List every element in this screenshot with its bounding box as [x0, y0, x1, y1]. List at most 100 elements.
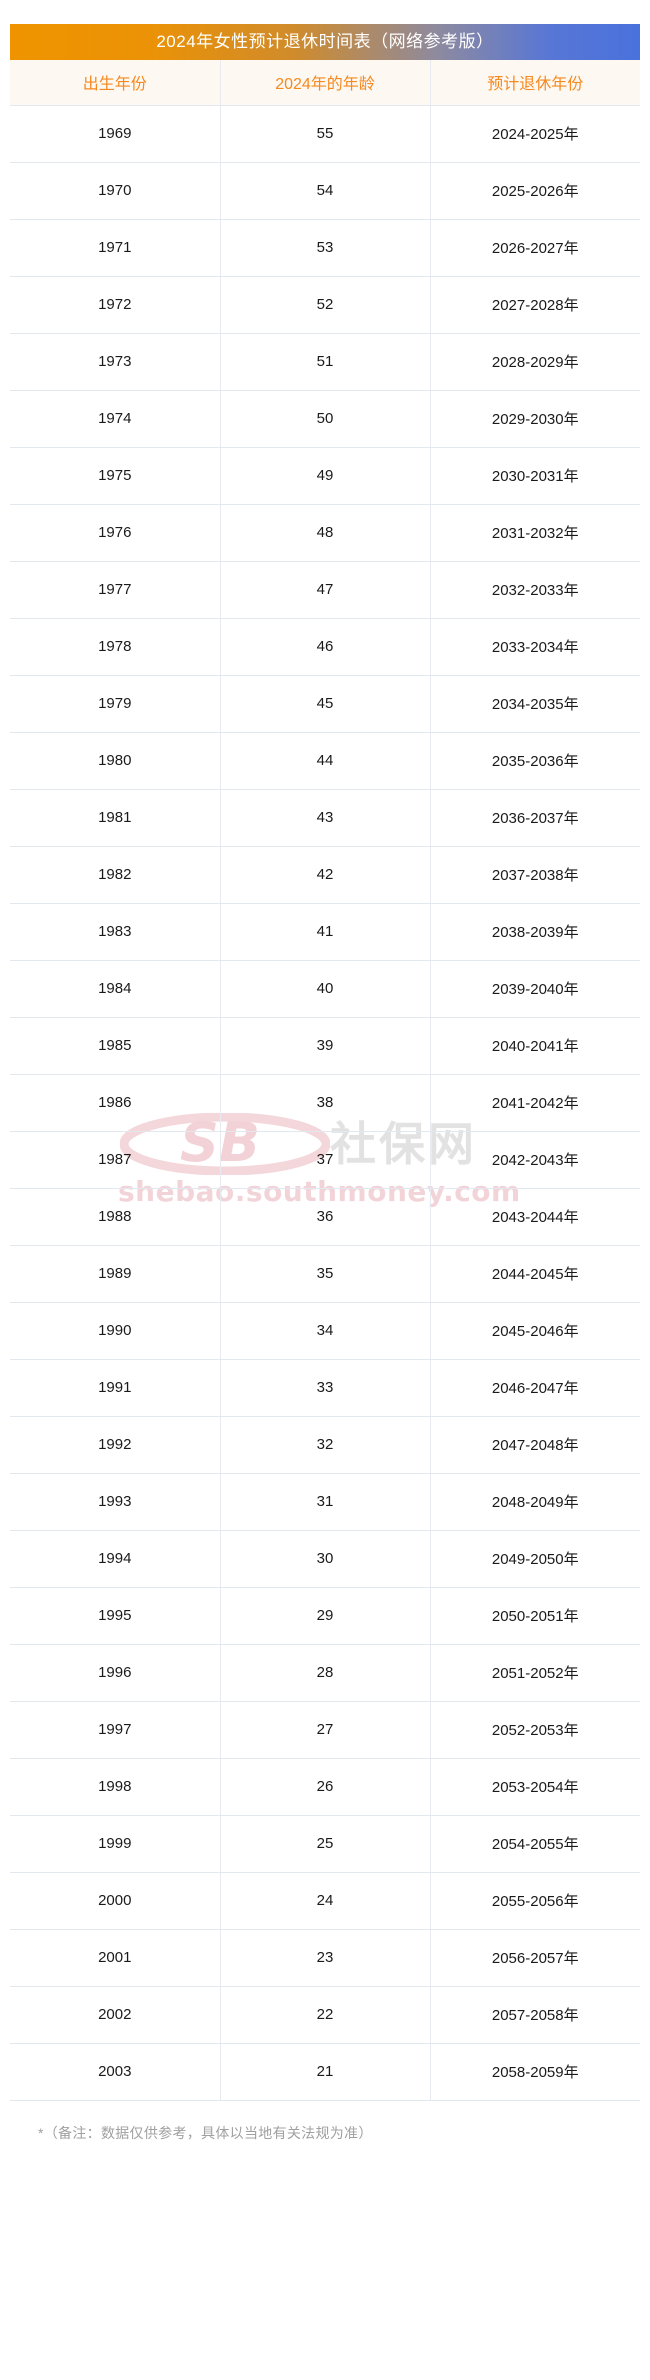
table-row: 1969 55 2024-2025年	[10, 105, 640, 163]
cell-retire-year: 2024-2025年	[430, 105, 640, 163]
cell-birth-year: 2002	[10, 1986, 221, 2044]
table-row: 1990 34 2045-2046年	[10, 1302, 640, 1360]
table-row: 1997 27 2052-2053年	[10, 1701, 640, 1759]
table-row: 1989 35 2044-2045年	[10, 1245, 640, 1303]
cell-retire-year: 2037-2038年	[430, 846, 640, 904]
cell-retire-year: 2026-2027年	[430, 219, 640, 277]
cell-retire-year: 2047-2048年	[430, 1416, 640, 1474]
column-header-retire-year: 预计退休年份	[430, 60, 640, 106]
cell-birth-year: 1981	[10, 789, 221, 847]
cell-age: 33	[220, 1359, 431, 1417]
cell-retire-year: 2033-2034年	[430, 618, 640, 676]
table-row: 1972 52 2027-2028年	[10, 276, 640, 334]
cell-retire-year: 2041-2042年	[430, 1074, 640, 1132]
cell-birth-year: 1996	[10, 1644, 221, 1702]
cell-age: 46	[220, 618, 431, 676]
cell-birth-year: 1991	[10, 1359, 221, 1417]
cell-retire-year: 2046-2047年	[430, 1359, 640, 1417]
cell-age: 45	[220, 675, 431, 733]
table-row: 1973 51 2028-2029年	[10, 333, 640, 391]
cell-retire-year: 2048-2049年	[430, 1473, 640, 1531]
cell-age: 22	[220, 1986, 431, 2044]
cell-birth-year: 1982	[10, 846, 221, 904]
cell-age: 42	[220, 846, 431, 904]
cell-birth-year: 1971	[10, 219, 221, 277]
cell-birth-year: 1977	[10, 561, 221, 619]
cell-age: 44	[220, 732, 431, 790]
cell-retire-year: 2045-2046年	[430, 1302, 640, 1360]
table-row: 1977 47 2032-2033年	[10, 561, 640, 619]
cell-birth-year: 1998	[10, 1758, 221, 1816]
cell-birth-year: 1993	[10, 1473, 221, 1531]
cell-retire-year: 2025-2026年	[430, 162, 640, 220]
table-body: 1969 55 2024-2025年 1970 54 2025-2026年 1971 53 20…	[10, 105, 640, 2101]
column-header-age-2024: 2024年的年龄	[220, 60, 431, 106]
table-row: 1976 48 2031-2032年	[10, 504, 640, 562]
cell-retire-year: 2051-2052年	[430, 1644, 640, 1702]
table-row: 1998 26 2053-2054年	[10, 1758, 640, 1816]
cell-retire-year: 2056-2057年	[430, 1929, 640, 1987]
cell-birth-year: 1979	[10, 675, 221, 733]
cell-age: 32	[220, 1416, 431, 1474]
cell-birth-year: 2003	[10, 2043, 221, 2101]
table-row: 1996 28 2051-2052年	[10, 1644, 640, 1702]
table-row: 1984 40 2039-2040年	[10, 960, 640, 1018]
cell-birth-year: 2001	[10, 1929, 221, 1987]
table-row: 1981 43 2036-2037年	[10, 789, 640, 847]
cell-birth-year: 1978	[10, 618, 221, 676]
cell-age: 30	[220, 1530, 431, 1588]
table-row: 1979 45 2034-2035年	[10, 675, 640, 733]
table-row: 2003 21 2058-2059年	[10, 2043, 640, 2101]
cell-retire-year: 2044-2045年	[430, 1245, 640, 1303]
cell-birth-year: 1997	[10, 1701, 221, 1759]
cell-birth-year: 2000	[10, 1872, 221, 1930]
column-header-birth-year: 出生年份	[10, 60, 221, 106]
cell-birth-year: 1983	[10, 903, 221, 961]
cell-birth-year: 1989	[10, 1245, 221, 1303]
cell-age: 54	[220, 162, 431, 220]
cell-retire-year: 2039-2040年	[430, 960, 640, 1018]
cell-birth-year: 1974	[10, 390, 221, 448]
cell-retire-year: 2049-2050年	[430, 1530, 640, 1588]
cell-birth-year: 1988	[10, 1188, 221, 1246]
cell-age: 41	[220, 903, 431, 961]
cell-retire-year: 2032-2033年	[430, 561, 640, 619]
cell-retire-year: 2029-2030年	[430, 390, 640, 448]
cell-retire-year: 2035-2036年	[430, 732, 640, 790]
table-row: 1978 46 2033-2034年	[10, 618, 640, 676]
cell-retire-year: 2057-2058年	[430, 1986, 640, 2044]
cell-birth-year: 1976	[10, 504, 221, 562]
cell-age: 40	[220, 960, 431, 1018]
cell-age: 34	[220, 1302, 431, 1360]
cell-retire-year: 2031-2032年	[430, 504, 640, 562]
cell-retire-year: 2030-2031年	[430, 447, 640, 505]
cell-birth-year: 1987	[10, 1131, 221, 1189]
cell-age: 29	[220, 1587, 431, 1645]
cell-retire-year: 2034-2035年	[430, 675, 640, 733]
cell-birth-year: 1972	[10, 276, 221, 334]
cell-birth-year: 1980	[10, 732, 221, 790]
table-row: 1971 53 2026-2027年	[10, 219, 640, 277]
cell-retire-year: 2053-2054年	[430, 1758, 640, 1816]
table-row: 1970 54 2025-2026年	[10, 162, 640, 220]
cell-retire-year: 2050-2051年	[430, 1587, 640, 1645]
cell-birth-year: 1995	[10, 1587, 221, 1645]
cell-age: 21	[220, 2043, 431, 2101]
cell-birth-year: 1990	[10, 1302, 221, 1360]
cell-age: 39	[220, 1017, 431, 1075]
retirement-table: 出生年份 2024年的年龄 预计退休年份 1969 55 2024-2025年 197…	[10, 60, 640, 2101]
table-row: 1992 32 2047-2048年	[10, 1416, 640, 1474]
cell-age: 35	[220, 1245, 431, 1303]
table-row: 1982 42 2037-2038年	[10, 846, 640, 904]
cell-birth-year: 1975	[10, 447, 221, 505]
table-row: 1986 38 2041-2042年	[10, 1074, 640, 1132]
table-row: 2001 23 2056-2057年	[10, 1929, 640, 1987]
cell-retire-year: 2055-2056年	[430, 1872, 640, 1930]
cell-age: 50	[220, 390, 431, 448]
cell-age: 43	[220, 789, 431, 847]
table-row: 1987 37 2042-2043年	[10, 1131, 640, 1189]
table-row: 2002 22 2057-2058年	[10, 1986, 640, 2044]
table-row: 1980 44 2035-2036年	[10, 732, 640, 790]
cell-age: 26	[220, 1758, 431, 1816]
